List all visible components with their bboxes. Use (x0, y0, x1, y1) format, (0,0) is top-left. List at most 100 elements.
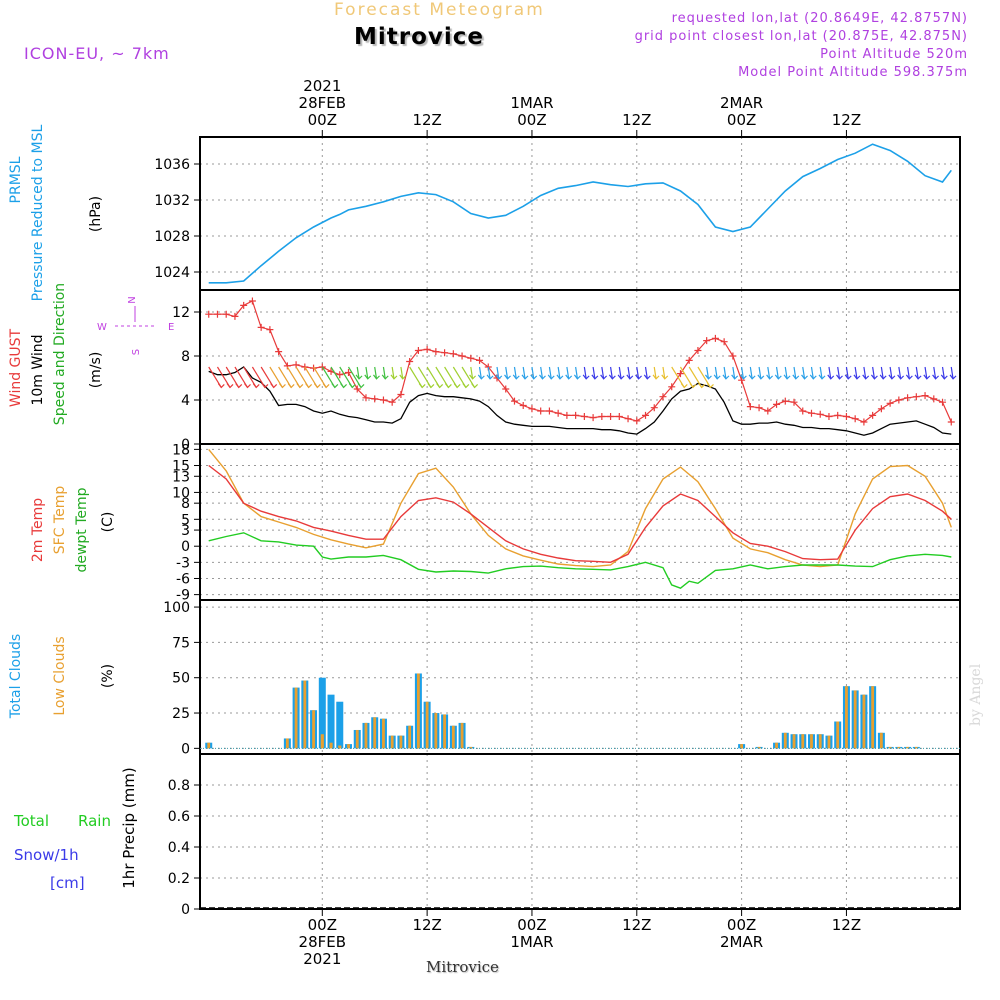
wind-arrow-head (252, 383, 260, 389)
wind-direction-arrow (644, 366, 648, 379)
wind-arrow-head (565, 374, 573, 380)
low-clouds-bar (836, 721, 840, 749)
temp-unit: (C) (100, 512, 116, 533)
wind-arrow-head (940, 374, 948, 380)
gust-point (895, 396, 903, 404)
y-tick-label: 0 (181, 539, 190, 555)
gust-point (904, 394, 912, 402)
wind-direction-arrow (880, 366, 884, 379)
low-clouds-bar (443, 714, 446, 749)
precip-unit: 1hr Precip (mm) (120, 767, 138, 888)
y-tick-label: 0 (181, 437, 190, 453)
y-tick-label: 12 (172, 305, 190, 321)
gust-point (781, 397, 789, 405)
wind-direction-arrow (741, 366, 744, 379)
wind-arrow-head (462, 383, 470, 389)
low-clouds-bar (914, 746, 918, 749)
wind-direction-arrow (819, 366, 823, 379)
gust-point (834, 411, 842, 419)
y-tick-label: 75 (172, 635, 190, 651)
gust-point (799, 407, 807, 415)
gust-point (869, 411, 877, 419)
wind-direction-arrow (592, 366, 596, 379)
station-footer: Mitrovice (426, 958, 499, 976)
wind-arrow-head (836, 374, 843, 380)
wind-arrow-head (444, 383, 452, 389)
low-clouds-bar (853, 690, 857, 749)
gust-point (336, 371, 344, 379)
y-tick-label: 0 (181, 902, 190, 918)
wind-direction-arrow (889, 366, 893, 379)
top-tick-label: 00Z (308, 111, 337, 129)
wind-direction-arrow (374, 366, 378, 379)
wind-direction-arrow (627, 366, 631, 379)
wind-arrow-head (226, 383, 234, 389)
gust-point (738, 376, 746, 384)
compass-w: W (97, 322, 107, 333)
wind-direction-arrow (732, 366, 736, 379)
wind-arrow-head (739, 374, 747, 380)
wind-direction-arrow (513, 366, 517, 379)
wind-direction-arrow (924, 366, 928, 379)
low-clouds-bar (792, 734, 796, 749)
gust-point (362, 394, 370, 402)
y-tick-label: 0.8 (168, 778, 190, 794)
gust-point (703, 337, 711, 345)
wind-arrow-head (801, 374, 808, 380)
y-tick-label: -6 (176, 571, 190, 587)
wind-arrow-head (486, 374, 494, 380)
wind-arrow-head (539, 374, 546, 380)
gust-point (685, 356, 693, 364)
gust-point (449, 350, 457, 358)
wind-arrow-head (348, 383, 356, 389)
gust-point (711, 334, 719, 342)
wind-direction-arrow (557, 366, 561, 379)
y-tick-label: 50 (172, 671, 190, 687)
wind-arrow-head (635, 374, 642, 380)
wind-direction-arrow (470, 366, 474, 379)
top-tick-label: 2MAR (720, 94, 763, 112)
wind-arrow-head (932, 374, 940, 380)
rain-label: Rain (78, 812, 111, 830)
low-clouds-bar (364, 722, 368, 749)
low-clouds-bar (740, 744, 744, 749)
gust-point (545, 407, 553, 415)
wind-arrow-head (827, 374, 835, 380)
gust-point (205, 310, 213, 318)
wind-arrow-head (313, 383, 321, 389)
low-clouds-bar (801, 734, 805, 749)
grid-point-coords: grid point closest lon,lat (20.875E, 42.… (634, 29, 968, 44)
wind-unit: (m/s) (88, 352, 104, 389)
wind-direction-arrow (496, 366, 500, 379)
wind-arrow-head (731, 374, 739, 380)
wind-arrow-head (617, 374, 625, 380)
low-clouds-bar (338, 745, 342, 749)
wind-arrow-head (244, 383, 251, 389)
wind-direction-arrow (575, 366, 579, 379)
panel-frame-precip (199, 753, 961, 910)
wind-arrow-head (270, 383, 278, 389)
gust-point (213, 310, 221, 318)
wind-arrow-head (390, 374, 398, 380)
bottom-tick-label: 12Z (622, 916, 651, 934)
wind-direction-arrow (522, 366, 526, 379)
gust-point (589, 414, 597, 422)
low-clouds-bar (399, 735, 403, 749)
wind-arrow-head (879, 374, 887, 380)
wind-direction-arrow (653, 366, 657, 379)
chart-subtitle: Forecast Meteogram (334, 0, 545, 20)
wind-arrow-head (923, 374, 931, 380)
wind-direction-arrow (382, 366, 386, 379)
wind-arrow-head (792, 374, 800, 380)
low-clouds-bar (845, 686, 848, 749)
wind-direction-arrow (583, 366, 587, 379)
low-clouds-bar (871, 686, 875, 749)
gust-point (441, 349, 449, 357)
wind-arrow-head (582, 374, 590, 380)
gust-point (746, 403, 754, 411)
wind-arrow-head (469, 374, 477, 380)
snow-label: Snow/1h (14, 846, 79, 864)
y-tick-label: 15 (172, 459, 190, 475)
gust-point (476, 356, 484, 364)
wind-arrow-head (600, 374, 608, 380)
